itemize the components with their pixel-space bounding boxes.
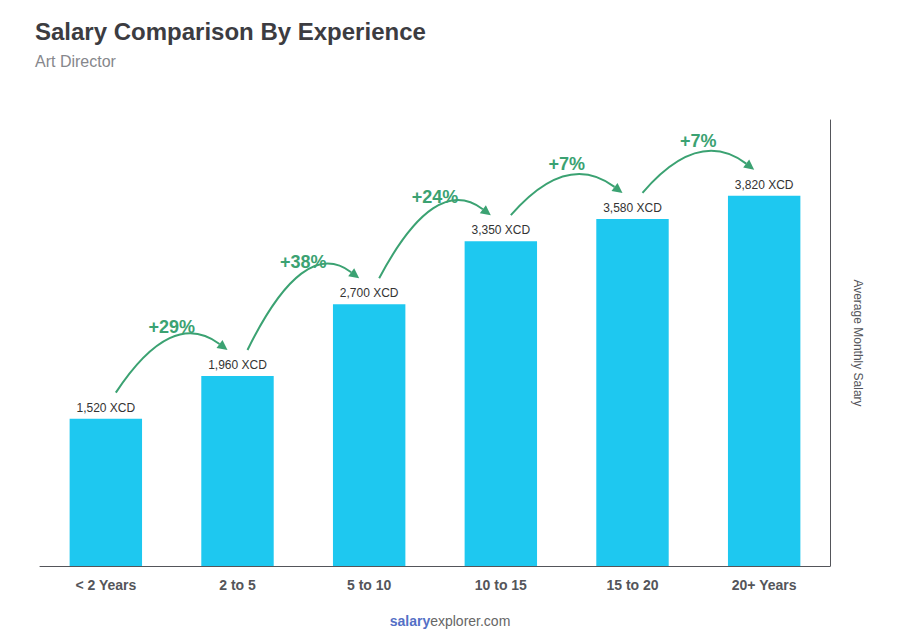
svg-text:2 to 5: 2 to 5 — [219, 577, 256, 593]
svg-text:10 to 15: 10 to 15 — [475, 577, 527, 593]
svg-text:+24%: +24% — [412, 187, 459, 207]
svg-text:Average Monthly Salary: Average Monthly Salary — [851, 279, 865, 406]
svg-text:+29%: +29% — [148, 317, 195, 337]
svg-text:2,700 XCD: 2,700 XCD — [340, 286, 399, 300]
svg-text:3,580 XCD: 3,580 XCD — [603, 201, 662, 215]
svg-text:salary: salary — [390, 613, 431, 629]
svg-text:3,820 XCD: 3,820 XCD — [735, 178, 794, 192]
svg-text:3,350 XCD: 3,350 XCD — [471, 223, 530, 237]
svg-text:5 to 10: 5 to 10 — [347, 577, 392, 593]
svg-text:< 2 Years: < 2 Years — [75, 577, 136, 593]
svg-text:15 to 20: 15 to 20 — [606, 577, 658, 593]
svg-text:1,520 XCD: 1,520 XCD — [76, 401, 135, 415]
svg-text:20+ Years: 20+ Years — [732, 577, 797, 593]
svg-text:+7%: +7% — [680, 131, 717, 151]
svg-text:+38%: +38% — [280, 252, 327, 272]
svg-text:1,960 XCD: 1,960 XCD — [208, 358, 267, 372]
svg-text:Salary Comparison By Experienc: Salary Comparison By Experience — [35, 18, 426, 45]
svg-text:Art Director: Art Director — [35, 53, 117, 70]
svg-text:explorer.com: explorer.com — [430, 613, 510, 629]
svg-text:+7%: +7% — [548, 154, 585, 174]
